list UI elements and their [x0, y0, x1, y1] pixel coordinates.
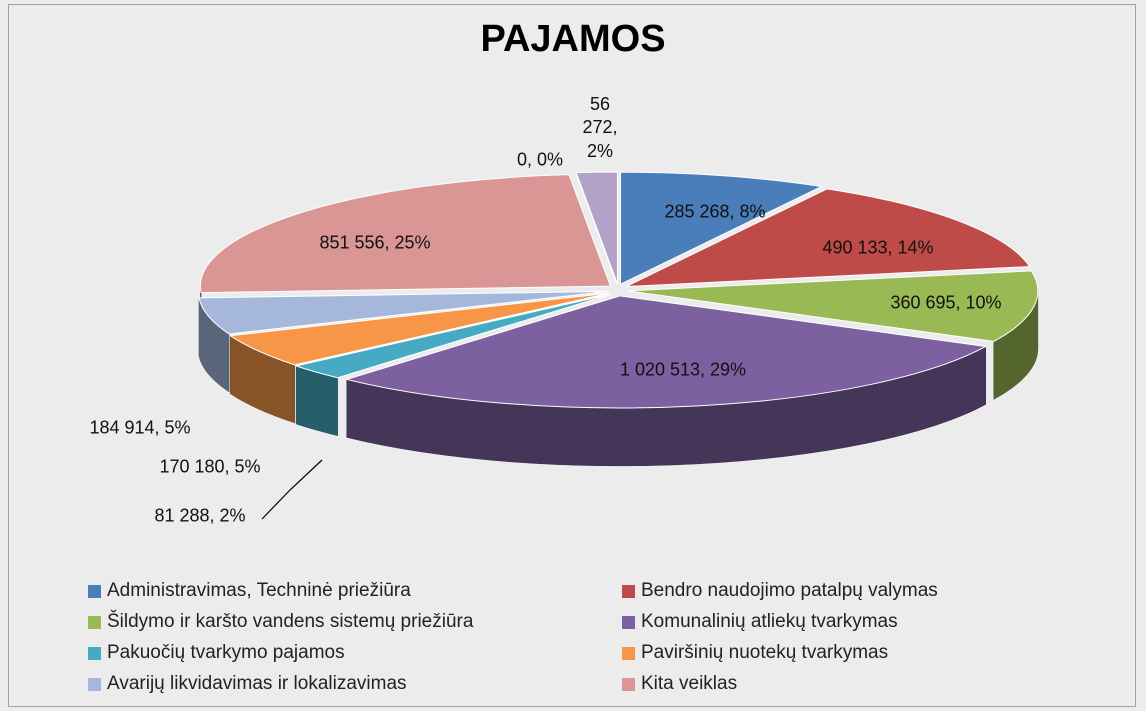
legend-label: Šildymo ir karšto vandens sistemų prieži… [107, 611, 474, 632]
chart-border [8, 4, 1136, 707]
data-label: 170 180, 5% [159, 456, 261, 477]
legend-swatch [622, 677, 635, 691]
legend-swatch [88, 677, 101, 691]
data-label: 360 695, 10% [890, 292, 1002, 313]
slice [294, 293, 611, 379]
data-label: 851 556, 25% [319, 232, 431, 253]
slice [228, 292, 610, 366]
data-label: 81 288, 2% [154, 505, 246, 526]
legend-item: Šildymo ir karšto vandens sistemų prieži… [88, 611, 473, 633]
legend-item: Kita veiklas [622, 673, 737, 695]
data-label: 1 020 513, 29% [619, 359, 747, 380]
leader-line [261, 459, 323, 520]
slice [625, 188, 1031, 288]
data-label: 285 268, 8% [664, 201, 766, 222]
legend-item: Avarijų likvidavimas ir lokalizavimas [88, 673, 407, 695]
legend-label: Avarijų likvidavimas ir lokalizavimas [107, 673, 407, 694]
slice [575, 171, 618, 285]
legend-swatch [88, 615, 101, 629]
slice [620, 171, 824, 285]
legend-item: Bendro naudojimo patalpų valymas [622, 580, 938, 602]
legend-label: Pakuočių tvarkymo pajamos [107, 642, 345, 663]
data-label: 56 272, 2% [582, 93, 618, 161]
legend-label: Kita veiklas [641, 673, 738, 694]
slice [199, 174, 612, 294]
legend-swatch [622, 615, 635, 629]
slice [627, 270, 1039, 342]
legend-item: Komunalinių atliekų tvarkymas [622, 611, 898, 633]
data-label: 490 133, 14% [822, 237, 934, 258]
chart-title: PAJAMOS [480, 18, 666, 60]
slice [198, 290, 609, 335]
legend-item: Administravimas, Techninė priežiūra [88, 580, 411, 602]
legend-swatch [88, 646, 101, 660]
slice [344, 295, 988, 409]
legend-label: Administravimas, Techninė priežiūra [107, 580, 411, 601]
legend-swatch [88, 584, 101, 598]
legend-swatch [622, 584, 635, 598]
legend-swatch [622, 646, 635, 660]
legend-label: Komunalinių atliekų tvarkymas [641, 611, 898, 632]
data-label: 184 914, 5% [89, 417, 191, 438]
legend-label: Paviršinių nuotekų tvarkymas [641, 642, 889, 663]
legend-label: Bendro naudojimo patalpų valymas [641, 580, 938, 601]
data-label: 0, 0% [516, 149, 564, 170]
legend-item: Paviršinių nuotekų tvarkymas [622, 642, 888, 664]
legend-item: Pakuočių tvarkymo pajamos [88, 642, 345, 664]
